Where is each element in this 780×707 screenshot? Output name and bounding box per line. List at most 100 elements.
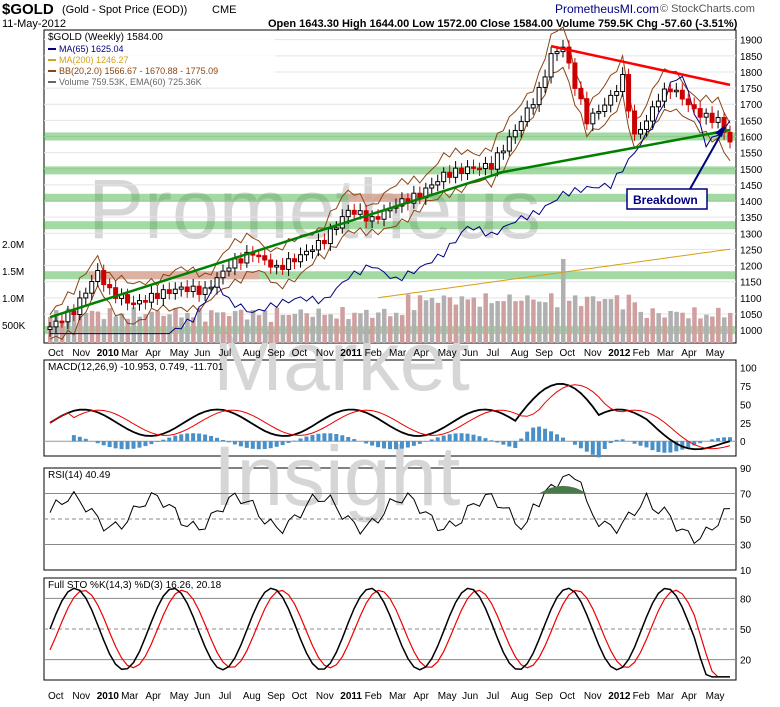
volume-bar bbox=[465, 299, 471, 343]
macd-histogram-bar bbox=[262, 441, 267, 450]
source-watermark-link[interactable]: PrometheusMI.com bbox=[555, 2, 660, 16]
candle-body bbox=[303, 250, 309, 256]
candle-body bbox=[268, 259, 274, 268]
volume-bar bbox=[364, 309, 369, 343]
price-y-tick-label: 1000 bbox=[740, 326, 763, 337]
volume-bar bbox=[405, 294, 411, 343]
volume-bar bbox=[119, 313, 125, 343]
macd-histogram-bar bbox=[370, 441, 375, 446]
bottom-x-tick-label: Nov bbox=[584, 691, 602, 702]
candle-body bbox=[518, 121, 524, 131]
volume-bar bbox=[101, 319, 107, 343]
macd-histogram-bar bbox=[83, 438, 88, 442]
bottom-x-tick-label: Oct bbox=[292, 691, 308, 702]
volume-axis-label: 1.0M bbox=[2, 294, 24, 305]
volume-bar bbox=[125, 318, 131, 343]
volume-bar bbox=[292, 313, 298, 343]
volume-bar bbox=[370, 317, 375, 343]
macd-histogram-bar bbox=[537, 426, 542, 442]
volume-bar bbox=[459, 296, 465, 343]
support-resistance-zone bbox=[44, 271, 736, 280]
rsi-line bbox=[49, 473, 731, 545]
volume-bar bbox=[399, 315, 405, 343]
macd-histogram-bar bbox=[620, 439, 625, 442]
chart-symbol: $GOLD bbox=[2, 1, 54, 18]
candle-body bbox=[369, 216, 375, 222]
volume-bar bbox=[256, 315, 262, 343]
candle-body bbox=[309, 249, 315, 252]
macd-y-tick-label: 100 bbox=[740, 363, 757, 374]
macd-histogram-bar bbox=[316, 433, 321, 442]
candle-body bbox=[655, 100, 661, 108]
volume-bar bbox=[262, 310, 268, 343]
macd-histogram-bar bbox=[149, 441, 154, 445]
ma65-line bbox=[50, 75, 731, 335]
candle-body bbox=[411, 192, 417, 204]
volume-bar bbox=[161, 315, 166, 343]
candle-body bbox=[381, 210, 387, 220]
volume-bar bbox=[626, 294, 632, 343]
candle-body bbox=[399, 198, 405, 207]
macd-histogram-bar bbox=[686, 441, 691, 448]
stockcharts-copyright[interactable]: © StockCharts.com bbox=[660, 3, 755, 15]
price-x-tick-label: Jun bbox=[194, 348, 210, 359]
price-x-tick-label: Oct bbox=[292, 348, 308, 359]
volume-bar bbox=[513, 301, 518, 343]
macd-histogram-bar bbox=[602, 441, 607, 450]
candle-body bbox=[345, 209, 351, 218]
macd-line bbox=[49, 382, 731, 451]
support-resistance-zone bbox=[44, 166, 736, 175]
macd-histogram-bar bbox=[137, 441, 142, 448]
macd-histogram-bar bbox=[268, 441, 273, 449]
candle-body bbox=[632, 110, 638, 135]
macd-histogram-bar bbox=[716, 438, 721, 442]
breakdown-arrow-shaft bbox=[689, 126, 726, 190]
volume-bar bbox=[477, 306, 482, 343]
macd-histogram-bar bbox=[417, 441, 422, 444]
candle-body bbox=[148, 292, 154, 303]
macd-histogram-bar bbox=[232, 441, 237, 445]
bottom-x-tick-label: Nov bbox=[72, 691, 90, 702]
volume-bar bbox=[471, 297, 477, 343]
volume-bar bbox=[602, 299, 608, 343]
candle-body bbox=[214, 277, 220, 288]
candle-body bbox=[512, 129, 518, 138]
price-x-tick-label: Nov bbox=[72, 348, 90, 359]
price-y-tick-label: 1100 bbox=[740, 294, 762, 305]
macd-histogram-bar bbox=[161, 439, 166, 442]
sto-d-line bbox=[49, 589, 730, 678]
volume-bar bbox=[143, 314, 148, 343]
resistance-highlight-zone bbox=[89, 271, 259, 280]
volume-bar bbox=[89, 310, 95, 343]
volume-bar bbox=[411, 310, 417, 343]
volume-bar bbox=[674, 311, 679, 343]
price-x-tick-label: Mar bbox=[121, 348, 139, 359]
price-x-tick-label: Apr bbox=[145, 348, 161, 359]
macd-histogram-bar bbox=[525, 431, 530, 442]
volume-bar bbox=[423, 300, 429, 343]
candle-body bbox=[715, 117, 721, 123]
volume-bar bbox=[376, 312, 381, 343]
price-x-tick-label: Jul bbox=[219, 348, 232, 359]
macd-histogram-bar bbox=[286, 441, 291, 443]
legend-entry-3: Volume 759.53K, EMA(60) 725.36K bbox=[59, 77, 202, 87]
macd-histogram-bar bbox=[501, 441, 506, 445]
candle-body bbox=[59, 320, 65, 324]
macd-histogram-bar bbox=[632, 441, 637, 444]
bottom-x-tick-label: Feb bbox=[365, 691, 383, 702]
price-y-tick-label: 1650 bbox=[740, 116, 763, 127]
macd-histogram-bar bbox=[483, 438, 488, 442]
macd-histogram-bar bbox=[77, 436, 82, 442]
volume-bar bbox=[346, 319, 351, 343]
macd-histogram-bar bbox=[608, 441, 613, 444]
volume-bar bbox=[316, 308, 321, 343]
volume-bar bbox=[83, 312, 89, 343]
candle-body bbox=[727, 131, 733, 143]
macd-histogram-bar bbox=[274, 441, 279, 447]
candle-body bbox=[357, 210, 363, 215]
sto-panel-title: Full STO %K(14,3) %D(3) 16.26, 20.18 bbox=[48, 580, 222, 591]
price-x-tick-label: Nov bbox=[584, 348, 602, 359]
volume-bar bbox=[429, 297, 435, 343]
candle-body bbox=[89, 280, 95, 294]
candle-body bbox=[578, 87, 584, 100]
